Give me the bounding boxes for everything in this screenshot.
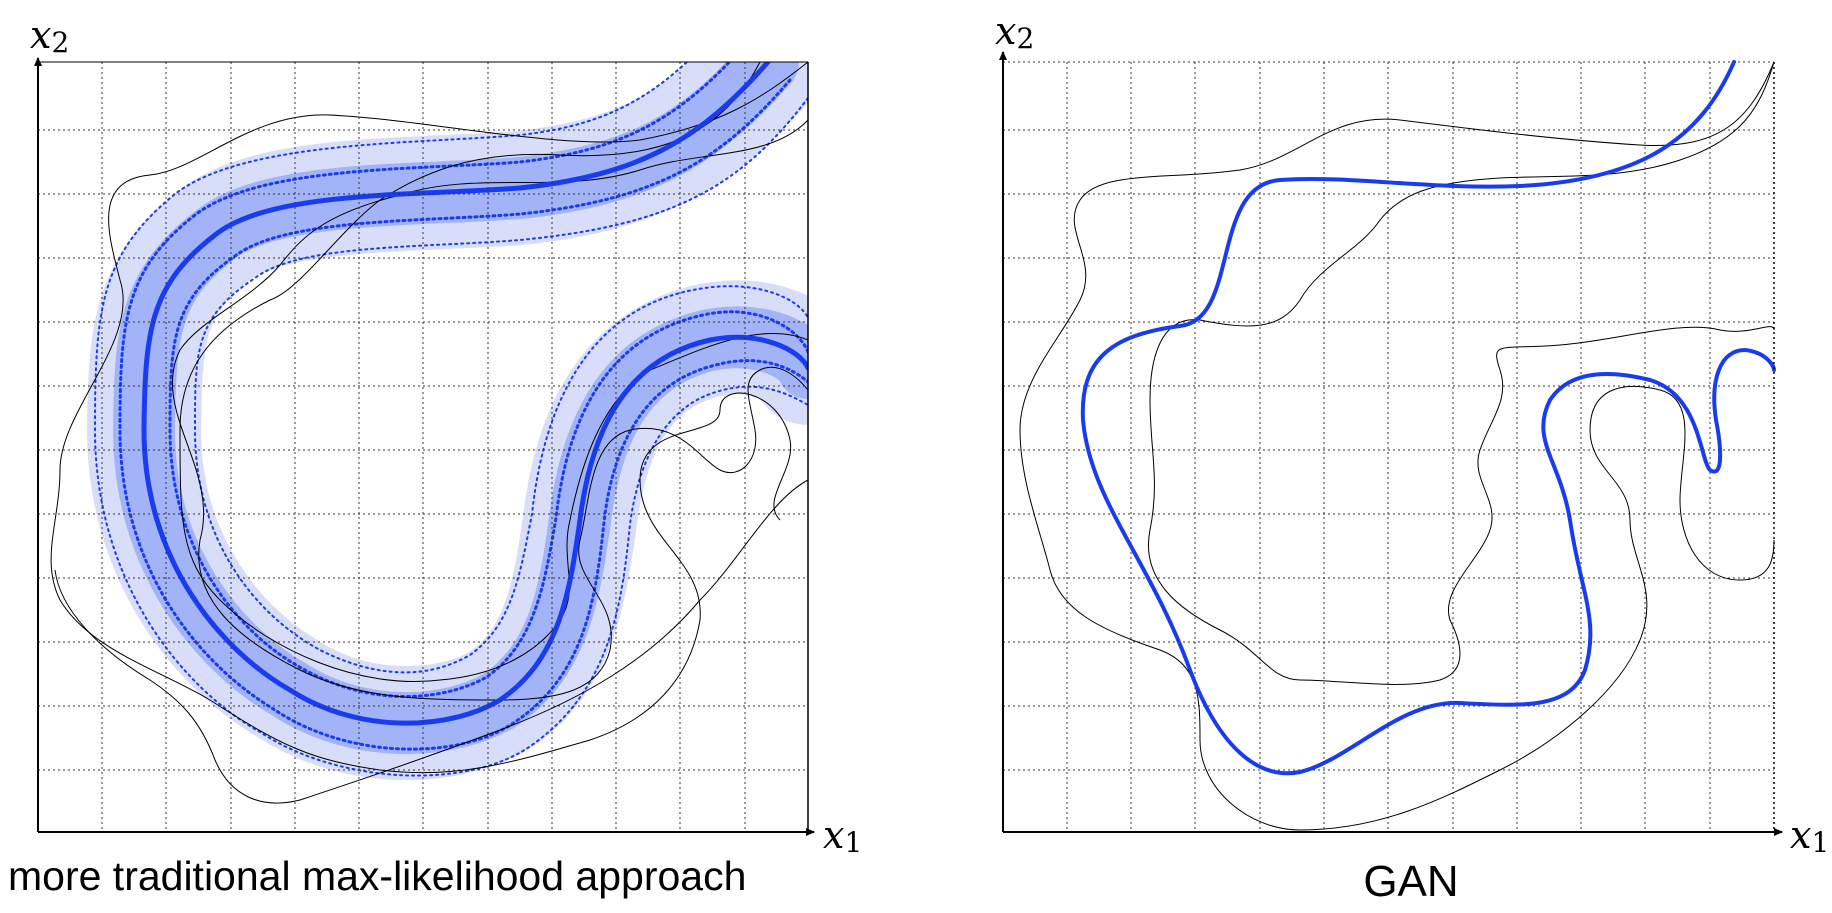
likelihood-caption: more traditional max-likelihood approach: [8, 853, 746, 899]
max-likelihood-panel: x2 x1 more traditional max-likelihood ap…: [8, 0, 938, 899]
likelihood-x-axis-label: x1: [823, 813, 862, 859]
gan-panel: x2 x1 GAN: [995, 9, 1829, 906]
gan-data-manifold: [1019, 61, 1775, 831]
likelihood-grid: [38, 61, 808, 832]
gan-y-axis-label: x2: [995, 9, 1034, 55]
likelihood-dotted-contours: [93, 27, 810, 777]
gan-caption: GAN: [1363, 857, 1458, 906]
gan-x-axis-label: x1: [1790, 813, 1829, 859]
likelihood-model-curve: [141, 59, 811, 726]
likelihood-y-axis-label: x2: [30, 13, 69, 59]
gan-model-curve: [1080, 60, 1776, 776]
gan-grid: [1003, 61, 1775, 832]
